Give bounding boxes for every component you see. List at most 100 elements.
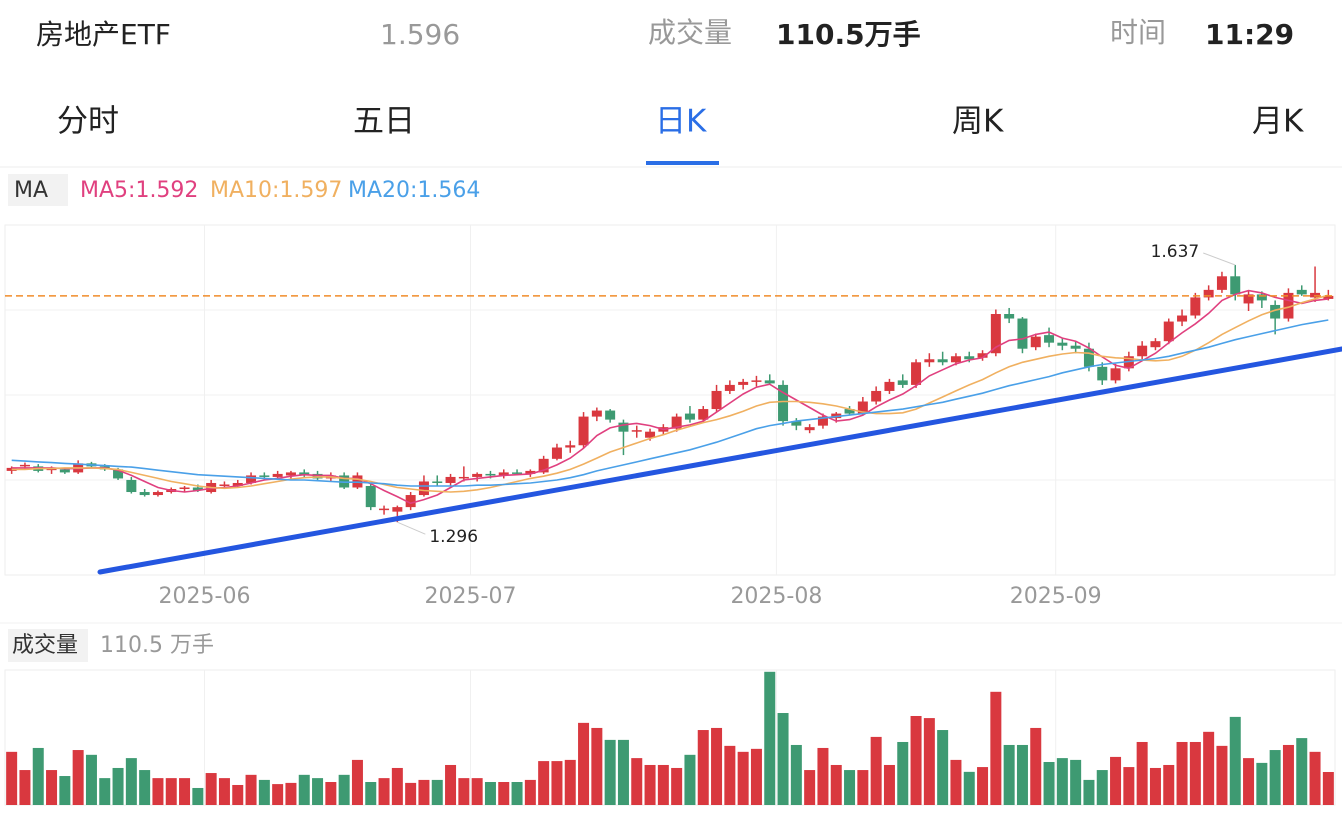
- candle-body: [897, 380, 908, 385]
- candle-body: [1150, 341, 1161, 348]
- candle-body: [1310, 292, 1321, 298]
- candle-body: [219, 484, 230, 486]
- volume-bar: [750, 748, 762, 805]
- volume-bar: [671, 767, 683, 805]
- ma-line: [11, 319, 1329, 487]
- volume-bar: [697, 730, 709, 805]
- volume-bar: [1123, 767, 1135, 805]
- candle-body: [1137, 345, 1148, 357]
- volume-bar: [245, 774, 257, 805]
- volume-bar: [804, 770, 816, 805]
- candle-body: [472, 473, 483, 477]
- volume-bar: [99, 778, 111, 805]
- volume-title: 成交量: [12, 633, 78, 658]
- volume-bar: [591, 727, 603, 805]
- candle-body: [232, 482, 243, 486]
- volume-bar: [405, 782, 417, 805]
- volume-bar: [285, 782, 297, 805]
- candle-body: [1243, 294, 1254, 304]
- candle-body: [698, 409, 709, 420]
- candle-body: [618, 422, 629, 432]
- tab[interactable]: 周K: [952, 104, 1004, 140]
- candle-body: [418, 481, 429, 496]
- volume-bar: [1163, 764, 1175, 805]
- volume-bar: [1309, 751, 1321, 805]
- volume-bar: [471, 778, 483, 805]
- tab-indicator: [646, 161, 719, 165]
- candle-body: [1097, 366, 1108, 381]
- volume-bar: [431, 779, 443, 805]
- candle-body: [724, 384, 735, 391]
- candle-body: [1296, 289, 1307, 295]
- legend-entry: MA10:1.597: [210, 178, 342, 203]
- volume-bar: [1016, 744, 1028, 805]
- time-label: 时间: [1110, 16, 1166, 49]
- volume-bar: [1070, 759, 1082, 805]
- annotation: 1.637: [1151, 242, 1200, 262]
- candle-body: [645, 431, 656, 438]
- volume-current: 110.5 万手: [100, 633, 214, 658]
- volume-bar: [923, 718, 935, 805]
- volume-bar: [711, 727, 723, 805]
- volume-bar: [604, 739, 616, 805]
- tab[interactable]: 日K: [655, 104, 707, 140]
- candle-body: [152, 492, 163, 496]
- candle-body: [857, 401, 868, 414]
- volume-bar: [977, 767, 989, 805]
- candle-body: [1004, 314, 1015, 319]
- ma-line: [11, 289, 1329, 505]
- candle-body: [1256, 294, 1267, 301]
- volume-bar: [418, 779, 430, 805]
- volume-bar: [1030, 727, 1042, 805]
- trend-line: [97, 346, 1342, 575]
- volume-bar: [484, 782, 496, 805]
- volume-bar: [85, 754, 97, 805]
- candle-body: [1216, 276, 1227, 290]
- volume-bar: [325, 782, 337, 805]
- volume-bar: [990, 691, 1002, 805]
- candle-body: [884, 381, 895, 391]
- volume-bar: [524, 779, 536, 805]
- candle-body: [950, 356, 961, 363]
- volume-bar: [883, 764, 895, 805]
- candle-body: [871, 390, 882, 402]
- candle-body: [671, 416, 682, 429]
- candle-body: [126, 479, 137, 493]
- volume-bar: [684, 754, 696, 805]
- plot-frame: [4, 224, 1336, 576]
- candle-body: [684, 413, 695, 420]
- x-tick-label: 2025-07: [425, 584, 517, 609]
- candle-body: [591, 410, 602, 417]
- annotation-leader: [1203, 252, 1236, 266]
- tab[interactable]: 分时: [57, 104, 119, 140]
- candle-body: [764, 380, 775, 384]
- volume-bar: [657, 764, 669, 805]
- volume-bar: [59, 776, 71, 805]
- tab-bar: 分时 五日 日K 周K 月K: [57, 104, 1304, 165]
- volume-bar: [1136, 741, 1148, 805]
- tab[interactable]: 月K: [1252, 104, 1304, 140]
- fund-name: 房地产ETF: [36, 18, 171, 51]
- candle-body: [1177, 315, 1188, 322]
- volume-bar: [365, 782, 377, 805]
- volume-bar: [644, 764, 656, 805]
- candle-body: [937, 359, 948, 363]
- candle-body: [924, 359, 935, 363]
- candle-body: [525, 470, 536, 474]
- tab[interactable]: 五日: [353, 104, 415, 140]
- candle-body: [498, 472, 509, 476]
- ma-line: [11, 294, 1329, 493]
- candle-body: [59, 469, 70, 473]
- volume-frame: [4, 669, 1336, 806]
- volume-bar: [1176, 741, 1188, 805]
- candle-body: [711, 390, 722, 410]
- x-tick-label: 2025-09: [1010, 584, 1102, 609]
- candle-body: [990, 314, 1001, 354]
- volume-label: 成交量: [648, 16, 732, 49]
- candle-body: [1017, 318, 1028, 349]
- candle-body: [538, 458, 549, 473]
- candle-body: [964, 356, 975, 360]
- volume-bar: [950, 759, 962, 805]
- volume-bar: [112, 767, 124, 805]
- candle-body: [512, 472, 523, 474]
